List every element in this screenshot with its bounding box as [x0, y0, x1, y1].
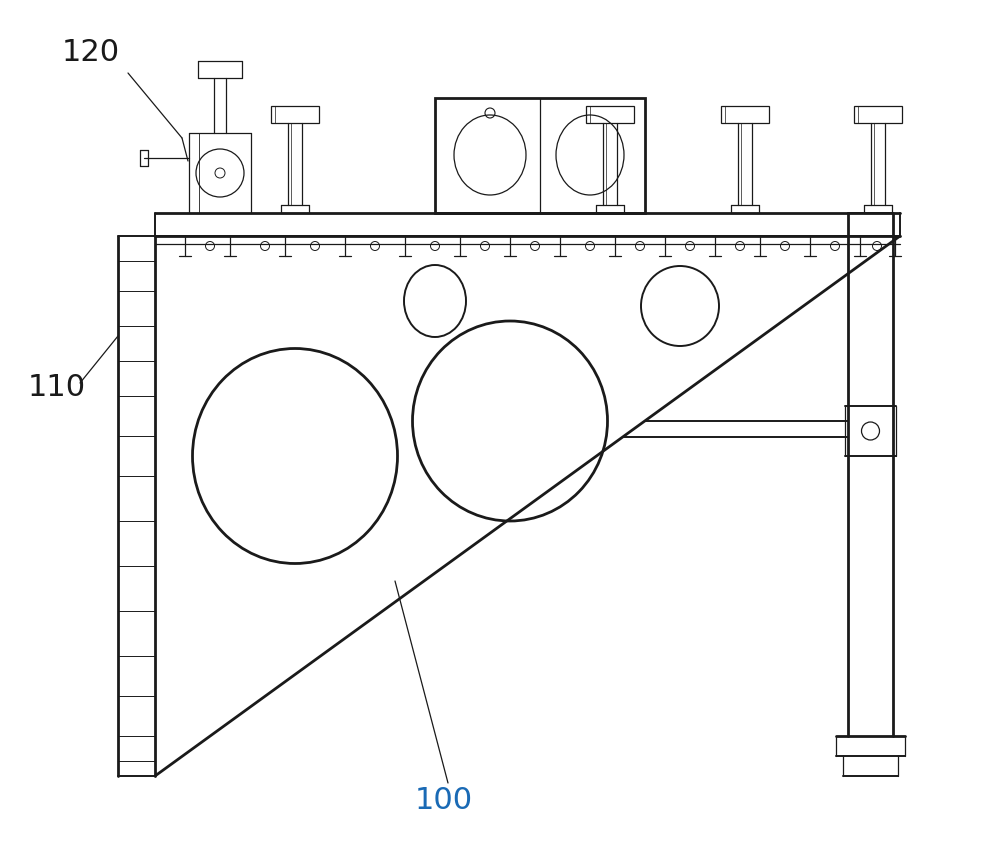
Text: 110: 110: [28, 373, 86, 402]
Bar: [271, 106, 319, 123]
Bar: [854, 106, 902, 123]
Text: 120: 120: [62, 38, 120, 67]
Text: 100: 100: [415, 786, 473, 815]
Bar: [435, 98, 645, 213]
Bar: [721, 106, 769, 123]
Bar: [586, 106, 634, 123]
